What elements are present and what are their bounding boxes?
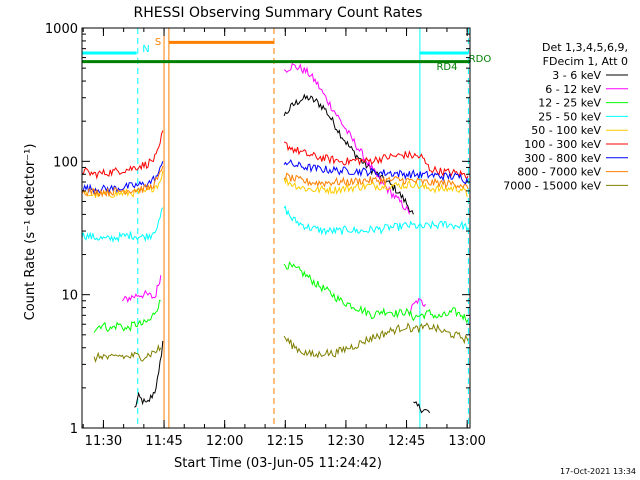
x-axis-ticks: 11:30 11:45 12:00 12:15 12:30 12:45 13:00 [82, 28, 486, 449]
y-tick-label: 10 [61, 289, 78, 304]
x-tick-label: 12:00 [206, 434, 243, 449]
series-line-1-seg-1 [283, 62, 410, 215]
legend-entry-label-6: 300 - 800 keV [524, 152, 601, 165]
state-bar-label-rdo: RDO [469, 54, 492, 65]
legend-header-line-2: FDecim 1, Att 0 [543, 55, 628, 68]
series-line-2-seg-1 [283, 261, 469, 324]
series-line-1-seg-2 [408, 298, 426, 314]
legend-entry-label-7: 800 - 7000 keV [517, 166, 601, 179]
legend-entry-label-8: 7000 - 15000 keV [503, 179, 601, 192]
legend-entry-label-0: 3 - 6 keV [552, 69, 601, 82]
y-tick-label: 1000 [45, 22, 78, 37]
plot-area: NS RD4 RDO [81, 28, 492, 428]
state-bar-label-n: N [142, 44, 149, 55]
x-tick-label: 13:00 [448, 434, 485, 449]
legend-entry-label-5: 100 - 300 keV [524, 138, 601, 151]
series-line-6-seg-0 [81, 161, 164, 195]
y-axis-ticks: 1 10 100 1000 [45, 22, 470, 437]
series-line-6-seg-1 [283, 159, 469, 185]
series-line-8-seg-0 [93, 343, 162, 364]
series-line-3-seg-0 [81, 207, 164, 244]
x-tick-label: 11:30 [85, 434, 122, 449]
series-line-4-seg-1 [283, 176, 468, 197]
legend-header-line-1: Det 1,3,4,5,6,9, [542, 41, 628, 54]
y-tick-label: 100 [53, 155, 78, 170]
series-line-3-seg-1 [283, 205, 469, 236]
state-bar-label-s: S [155, 37, 161, 48]
series-line-2-seg-0 [93, 299, 161, 333]
series-line-8-seg-1 [283, 322, 469, 359]
legend-entry-label-2: 12 - 25 keV [538, 97, 601, 110]
y-tick-label: 1 [70, 422, 78, 437]
series-line-0-seg-2 [413, 401, 431, 414]
series-line-7-seg-1 [283, 172, 469, 190]
x-tick-label: 12:15 [267, 434, 304, 449]
legend: Det 1,3,4,5,6,9, FDecim 1, Att 0 3 - 6 k… [503, 41, 628, 192]
legend-entry-label-4: 50 - 100 keV [531, 124, 601, 137]
legend-entry-label-1: 6 - 12 keV [545, 83, 601, 96]
x-tick-label: 12:45 [388, 434, 425, 449]
x-tick-label: 11:45 [145, 434, 182, 449]
x-tick-label: 12:30 [327, 434, 364, 449]
chart-title: RHESSI Observing Summary Count Rates [134, 5, 423, 21]
y-axis-label: Count Rate (s⁻¹ detector⁻¹) [23, 144, 38, 321]
series-line-7-seg-0 [81, 166, 164, 198]
legend-entry-label-3: 25 - 50 keV [538, 110, 601, 123]
series-line-1-seg-0 [121, 275, 162, 304]
state-bar-label-rd4: RD4 [436, 62, 457, 73]
footer-date: 17-Oct-2021 13:34 [560, 467, 636, 476]
x-axis-label: Start Time (03-Jun-05 11:24:42) [174, 456, 382, 471]
series-line-0-seg-0 [134, 340, 164, 408]
plot-frame [81, 27, 471, 429]
series-line-5-seg-0 [81, 130, 164, 180]
